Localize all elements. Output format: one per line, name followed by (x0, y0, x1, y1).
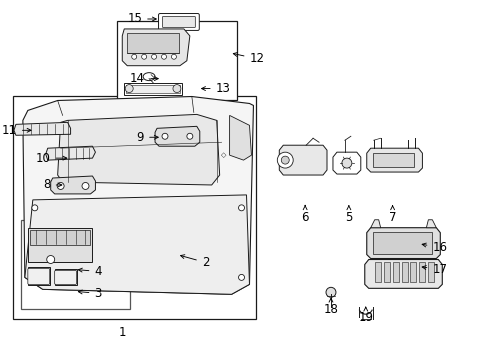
Circle shape (171, 54, 176, 59)
Text: 16: 16 (421, 241, 447, 254)
FancyBboxPatch shape (55, 270, 77, 284)
Bar (427, 262, 433, 282)
Bar (372, 153, 414, 167)
Polygon shape (14, 122, 70, 135)
Circle shape (238, 205, 244, 211)
Text: 19: 19 (358, 307, 372, 324)
Polygon shape (426, 220, 435, 228)
Text: ◇: ◇ (221, 152, 226, 158)
Polygon shape (370, 220, 380, 228)
Text: 1: 1 (118, 325, 126, 338)
Polygon shape (25, 195, 249, 294)
Circle shape (238, 274, 244, 280)
Circle shape (82, 183, 89, 189)
Text: 9: 9 (136, 131, 158, 144)
Circle shape (325, 287, 335, 297)
Bar (28, 228, 92, 262)
Text: 12: 12 (233, 52, 264, 65)
Circle shape (281, 156, 288, 164)
FancyBboxPatch shape (162, 17, 195, 27)
Text: 18: 18 (323, 298, 338, 316)
Circle shape (57, 183, 64, 189)
Bar (124, 82, 182, 95)
Bar (55, 269, 77, 285)
Circle shape (161, 54, 166, 59)
Bar (409, 262, 416, 282)
Circle shape (277, 152, 293, 168)
Text: 15: 15 (127, 13, 156, 26)
Text: 3: 3 (78, 287, 102, 300)
Polygon shape (366, 228, 439, 258)
Circle shape (173, 85, 181, 93)
Bar (21, 220, 130, 309)
Polygon shape (364, 260, 441, 288)
Polygon shape (332, 152, 360, 174)
Circle shape (125, 85, 133, 93)
Polygon shape (23, 96, 253, 294)
Circle shape (32, 274, 38, 280)
Polygon shape (51, 176, 95, 194)
Polygon shape (229, 116, 251, 160)
Ellipse shape (143, 73, 155, 81)
Circle shape (186, 133, 192, 139)
Text: 10: 10 (36, 152, 67, 165)
Text: 4: 4 (78, 265, 102, 278)
Polygon shape (46, 146, 95, 160)
Polygon shape (58, 114, 219, 185)
Text: 5: 5 (345, 206, 352, 224)
Text: 6: 6 (301, 206, 308, 224)
Bar (127, 33, 179, 53)
Circle shape (341, 158, 351, 168)
Bar (30, 230, 90, 244)
Bar (126, 85, 180, 93)
Bar (419, 262, 425, 282)
Bar (383, 262, 389, 282)
Text: 7: 7 (388, 206, 396, 224)
Bar (372, 232, 431, 253)
Bar (374, 262, 380, 282)
Text: 11: 11 (2, 124, 31, 137)
FancyBboxPatch shape (28, 269, 50, 284)
Circle shape (151, 54, 156, 59)
Polygon shape (155, 126, 200, 146)
Polygon shape (122, 29, 189, 66)
Circle shape (131, 54, 136, 59)
Circle shape (47, 256, 55, 264)
FancyBboxPatch shape (158, 14, 199, 31)
Text: 2: 2 (180, 255, 209, 269)
Text: 13: 13 (201, 82, 230, 95)
Bar (28, 267, 50, 285)
Bar (401, 262, 407, 282)
Text: 8: 8 (43, 179, 61, 192)
Bar (117, 21, 236, 100)
Polygon shape (279, 145, 326, 175)
Text: 14: 14 (130, 72, 158, 85)
Polygon shape (366, 148, 422, 172)
Circle shape (142, 54, 146, 59)
Circle shape (162, 133, 168, 139)
Bar (13, 95, 256, 319)
Circle shape (32, 205, 38, 211)
Text: 17: 17 (421, 263, 447, 276)
Bar (392, 262, 398, 282)
